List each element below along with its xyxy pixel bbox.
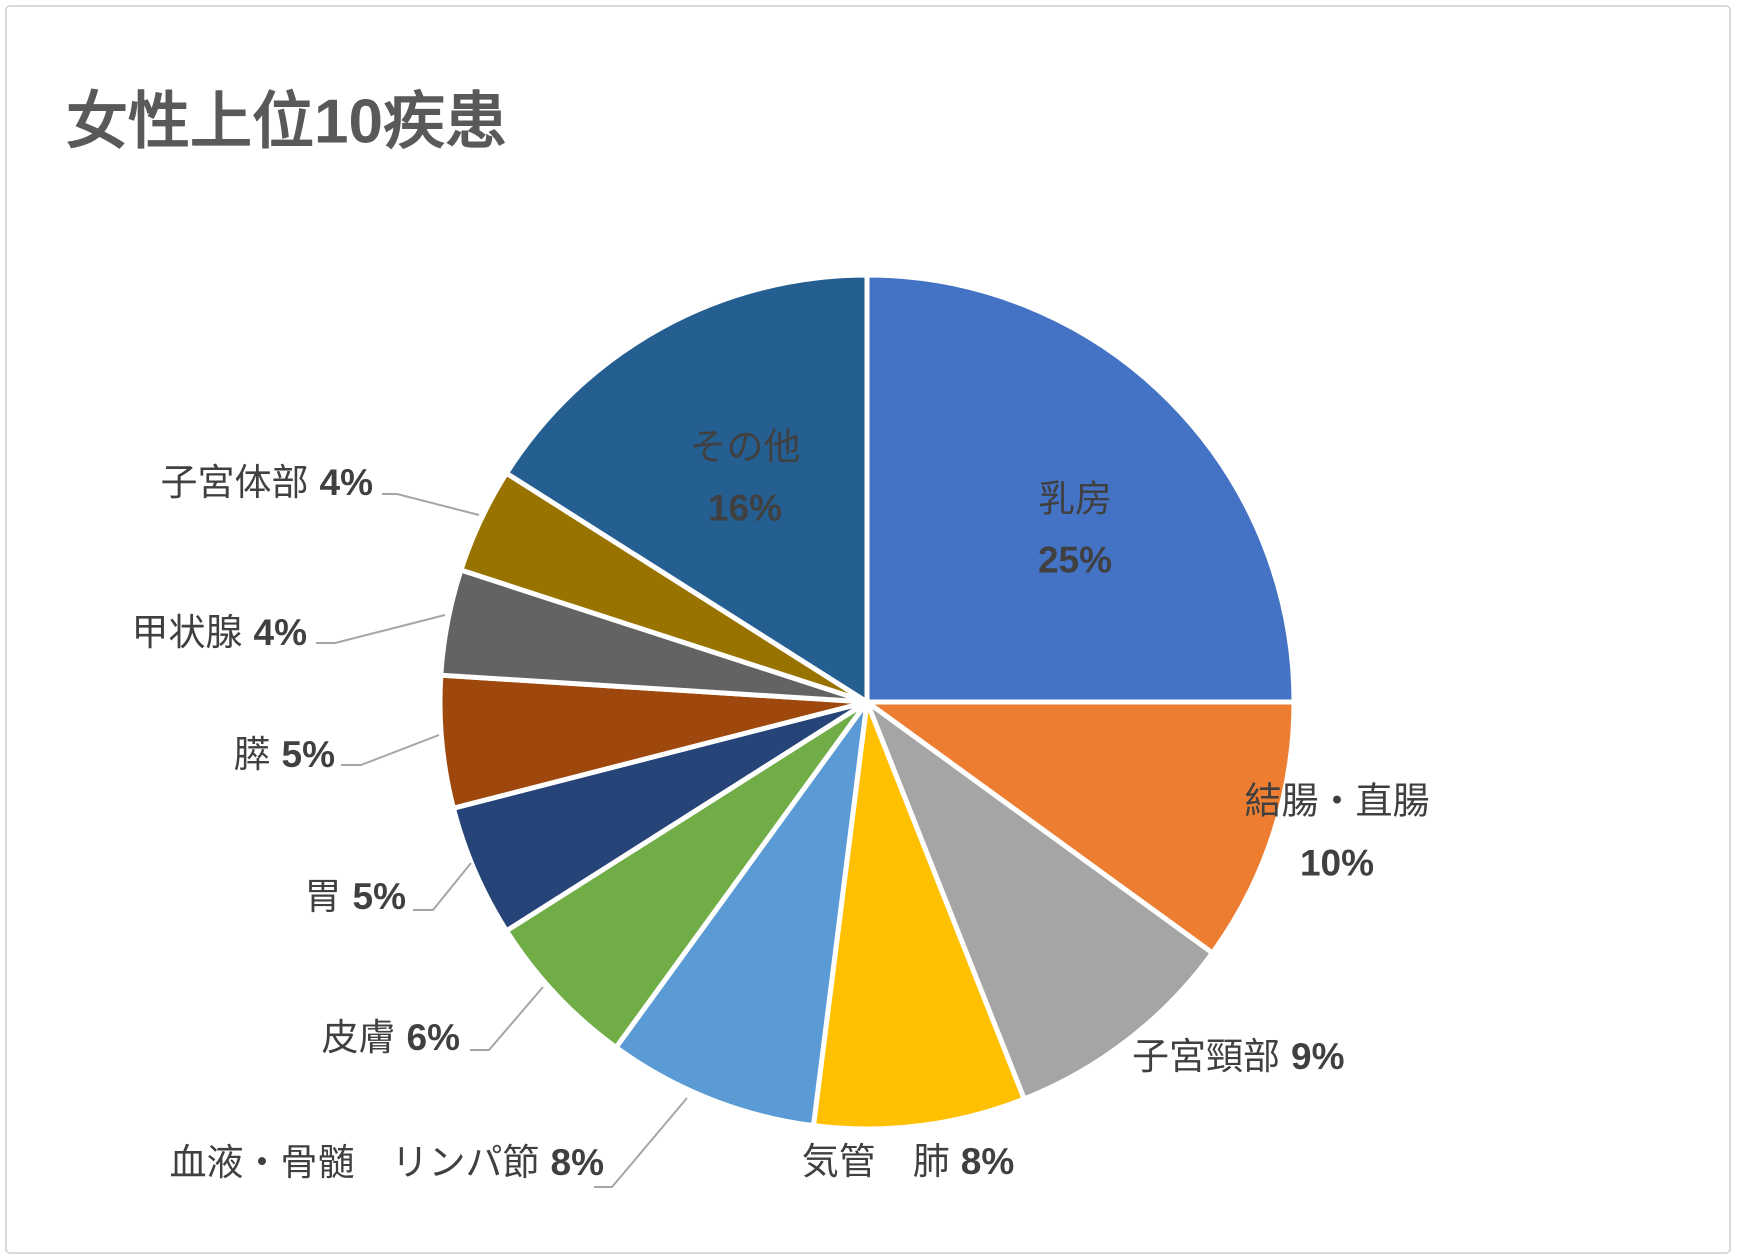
leader-line: [316, 614, 446, 644]
data-label: 胃 5%: [305, 876, 406, 917]
leader-line: [470, 986, 544, 1051]
data-label: 子宮体部 4%: [161, 462, 373, 503]
data-label-category: 結腸・直腸: [1245, 781, 1430, 822]
data-label-value: 5%: [353, 876, 406, 917]
data-label-category: 皮膚: [322, 1017, 396, 1058]
data-label-value: 4%: [254, 612, 307, 653]
data-label-value: 6%: [407, 1017, 460, 1058]
leader-line: [594, 1097, 688, 1188]
data-label-category: 子宮頸部: [1132, 1036, 1280, 1077]
leader-line: [413, 862, 472, 911]
data-label: 皮膚 6%: [322, 1017, 460, 1058]
leader-line: [341, 734, 440, 766]
data-label: 膵 5%: [234, 734, 335, 775]
data-label-category: 血液・骨髄 リンパ節: [170, 1142, 540, 1183]
data-label-value: 5%: [282, 734, 335, 775]
leader-lines: [316, 493, 688, 1188]
data-label-value: 8%: [551, 1142, 604, 1183]
data-label-category: 子宮体部: [161, 462, 309, 503]
leader-line: [382, 493, 480, 516]
pie-slice: [503, 699, 870, 1050]
data-label-category: 胃: [305, 876, 342, 917]
data-label-category: 乳房: [1038, 479, 1112, 520]
data-label-category: 膵: [234, 734, 271, 775]
pie-slice: [864, 699, 1297, 956]
data-label: 気管 肺 8%: [802, 1141, 1014, 1182]
chart-title: 女性上位10疾患: [66, 88, 507, 157]
data-label-value: 16%: [708, 488, 782, 529]
data-label-value: 8%: [961, 1141, 1014, 1182]
data-label: 甲状腺 4%: [132, 612, 307, 653]
pie-slice: [613, 699, 870, 1129]
data-label-value: 25%: [1038, 540, 1112, 581]
data-label-category: 気管 肺: [802, 1141, 950, 1182]
pie-slice: [810, 699, 1027, 1132]
pie-slices: [437, 272, 1297, 1132]
data-label-category: 甲状腺: [132, 612, 243, 653]
data-label-value: 10%: [1300, 843, 1374, 884]
data-label-category: その他: [690, 427, 801, 468]
pie-slice: [503, 272, 870, 705]
data-label: 子宮頸部 9%: [1132, 1036, 1344, 1077]
data-labels: 乳房 25% 結腸・直腸 10% 子宮頸部 9% 気管 肺 8% 血液・骨髄 リンパ節 8% 皮膚 6…: [132, 427, 1430, 1183]
data-label-value: 9%: [1291, 1036, 1344, 1077]
data-label-value: 4%: [320, 462, 373, 503]
pie-slice: [864, 699, 1215, 1102]
pie-slice: [864, 272, 1297, 705]
data-label: 血液・骨髄 リンパ節 8%: [170, 1142, 604, 1183]
